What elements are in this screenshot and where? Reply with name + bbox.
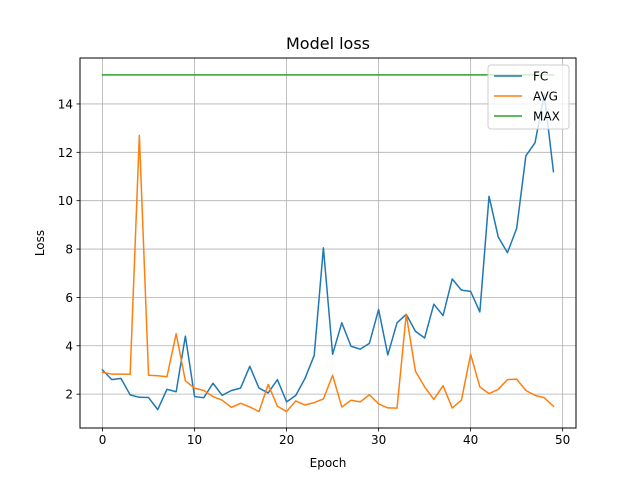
plot-frame [79, 57, 577, 429]
axes: 0 10 20 30 40 50 2 4 6 8 10 12 14 [58, 97, 571, 447]
grid [80, 58, 576, 428]
legend: FC AVG MAX [487, 64, 570, 130]
chart-title: Model loss [286, 34, 370, 53]
y-tick-label: 6 [65, 291, 73, 305]
y-tick-label: 14 [58, 97, 73, 111]
legend-label-avg: AVG [533, 90, 558, 104]
y-tick-label: 4 [65, 339, 73, 353]
x-tick-label: 20 [279, 433, 294, 447]
y-tick-label: 10 [58, 194, 73, 208]
x-tick-label: 30 [371, 433, 386, 447]
x-tick-label: 0 [99, 433, 107, 447]
legend-entries: FC AVG MAX [494, 70, 560, 124]
y-tick-label: 8 [65, 243, 73, 257]
x-tick-label: 10 [187, 433, 202, 447]
x-tick-label: 40 [463, 433, 478, 447]
legend-label-max: MAX [533, 110, 560, 124]
legend-label-fc: FC [533, 70, 548, 84]
legend-box [487, 64, 570, 130]
x-tick-label: 50 [555, 433, 570, 447]
y-tick-label: 2 [65, 388, 73, 402]
x-axis-label: Epoch [310, 456, 347, 470]
series-line-fc [101, 93, 555, 411]
series-line-avg [101, 134, 555, 413]
series-lines [101, 74, 555, 413]
y-tick-label: 12 [58, 146, 73, 160]
y-axis-label: Loss [33, 230, 47, 256]
